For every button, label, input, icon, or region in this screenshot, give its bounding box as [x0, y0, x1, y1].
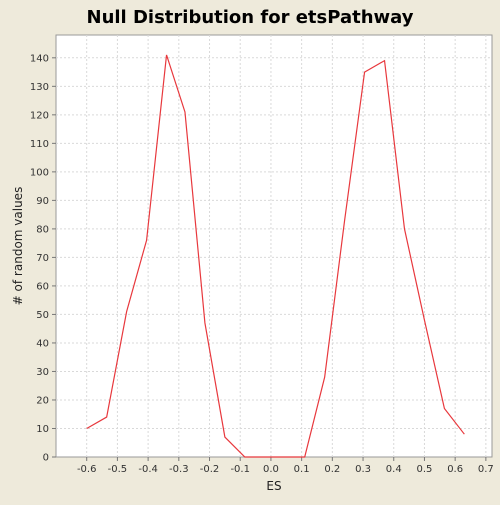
- y-tick-label: 70: [36, 253, 49, 264]
- x-tick-label: -0.2: [200, 464, 220, 475]
- y-tick-label: 40: [36, 338, 49, 349]
- y-tick-label: 80: [36, 224, 49, 235]
- y-tick-label: 0: [43, 453, 49, 464]
- series-layer: [86, 54, 465, 458]
- y-tick-label: 30: [36, 367, 49, 378]
- y-tick-label: 60: [36, 281, 49, 292]
- y-tick-label: 110: [30, 139, 49, 150]
- x-tick-label: 0.2: [324, 464, 340, 475]
- x-tick-label: -0.1: [230, 464, 250, 475]
- x-axis-label: ES: [266, 479, 281, 493]
- series-line-0: [86, 54, 465, 458]
- x-tick-label: -0.4: [138, 464, 158, 475]
- chart-title: Null Distribution for etsPathway: [87, 7, 414, 28]
- y-tick-label: 20: [36, 395, 49, 406]
- y-tick-label: 90: [36, 196, 49, 207]
- x-tick-label: -0.6: [77, 464, 97, 475]
- plot-area: [55, 34, 493, 458]
- x-tick-label: -0.5: [108, 464, 128, 475]
- y-tick-label: 100: [30, 167, 49, 178]
- y-axis-label: # of random values: [11, 187, 25, 306]
- axes: 0 10 20 30 40 50 60 70 80 90 100 110 120 130 140 -0.6 -0…: [30, 53, 494, 475]
- x-tick-label: 0.4: [386, 464, 402, 475]
- y-tick-label: 130: [30, 82, 49, 93]
- x-tick-label: -0.3: [169, 464, 189, 475]
- x-tick-label: 0.5: [416, 464, 432, 475]
- x-tick-label: 0.6: [447, 464, 463, 475]
- y-tick-label: 120: [30, 110, 49, 121]
- y-tick-label: 10: [36, 424, 49, 435]
- grid-lines: [56, 35, 492, 457]
- y-tick-label: 140: [30, 53, 49, 64]
- x-tick-label: 0.0: [263, 464, 279, 475]
- y-tick-label: 50: [36, 310, 49, 321]
- x-tick-label: 0.3: [355, 464, 371, 475]
- x-tick-label: 0.7: [478, 464, 494, 475]
- x-tick-label: 0.1: [294, 464, 310, 475]
